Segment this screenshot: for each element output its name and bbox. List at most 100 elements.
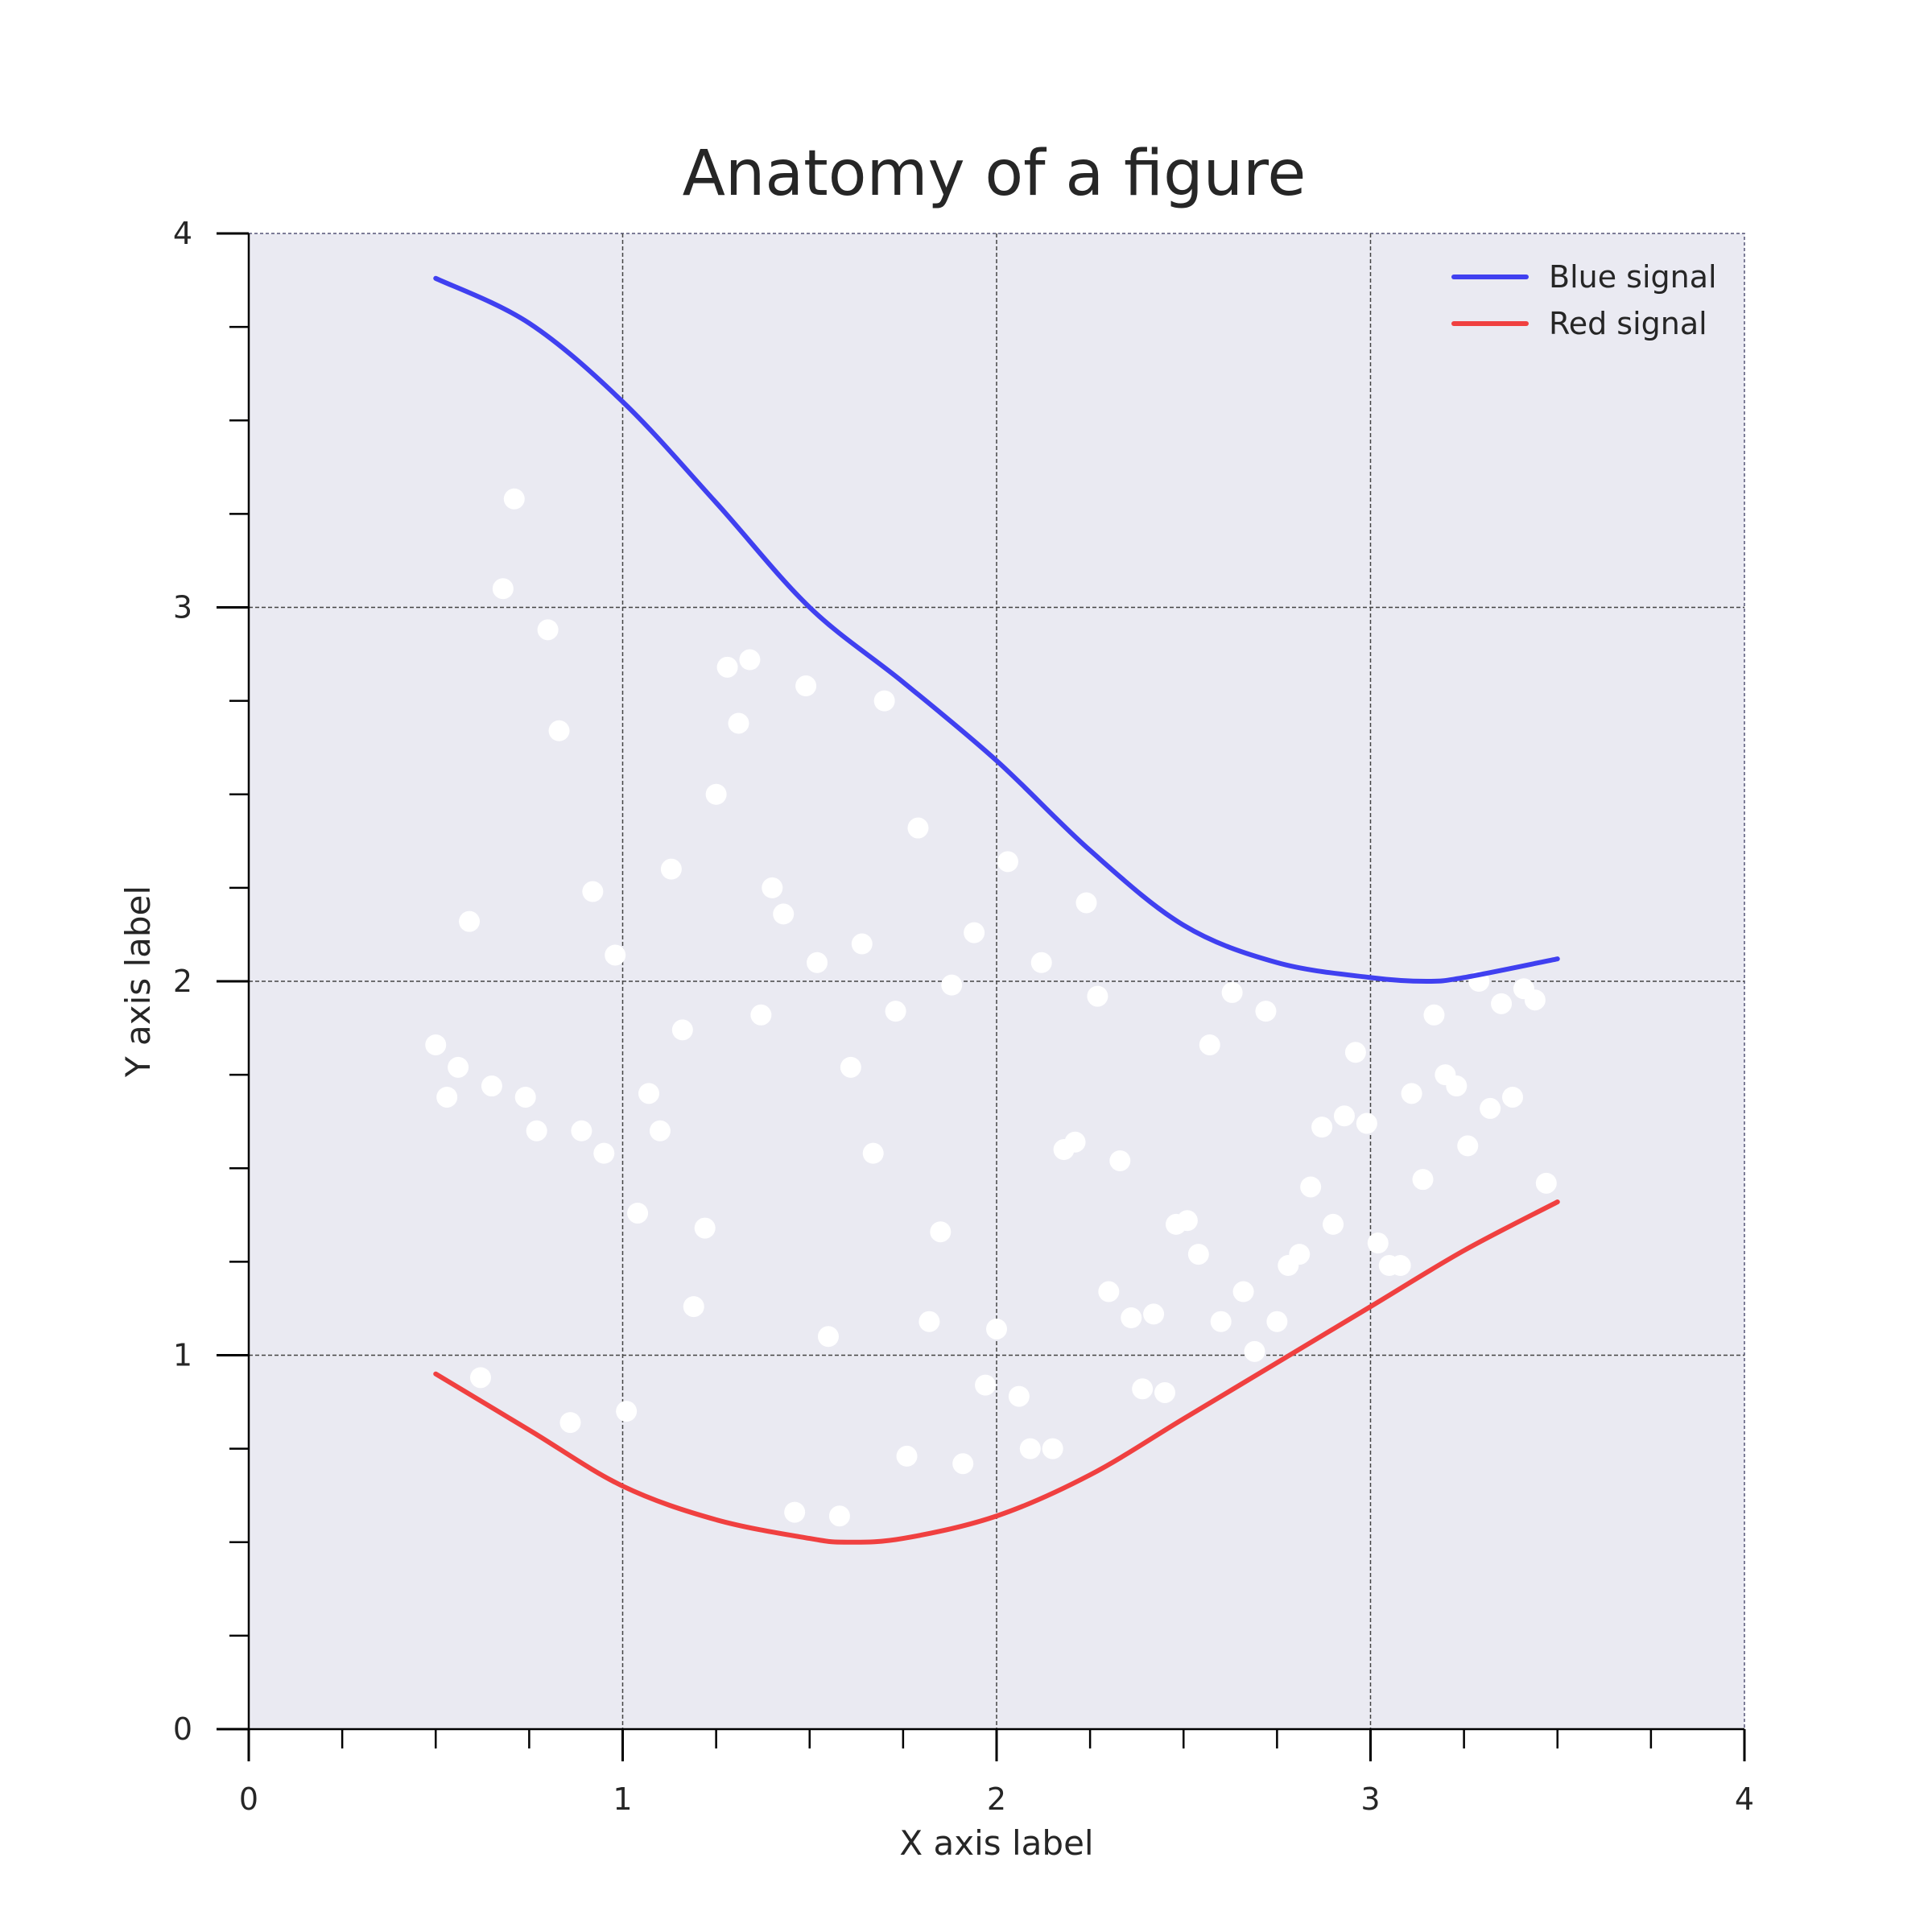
scatter-point bbox=[828, 1505, 850, 1527]
scatter-point bbox=[919, 1311, 940, 1332]
scatter-point bbox=[728, 712, 749, 734]
y-tick-label: 1 bbox=[173, 1338, 192, 1373]
scatter-point bbox=[526, 1120, 547, 1141]
scatter-point bbox=[817, 1326, 839, 1348]
line-series bbox=[433, 275, 1560, 1545]
scatter-point bbox=[448, 1056, 469, 1078]
series-line-red-signal bbox=[433, 1199, 1560, 1545]
scatter-point bbox=[1344, 1042, 1366, 1063]
x-tick-label: 1 bbox=[613, 1781, 632, 1817]
scatter-point bbox=[1221, 981, 1243, 1003]
scatter-point bbox=[1401, 1083, 1422, 1104]
x-tick-label: 4 bbox=[1735, 1781, 1754, 1817]
scatter-point bbox=[694, 1217, 716, 1239]
scatter-point bbox=[503, 488, 525, 510]
scatter-point bbox=[582, 881, 604, 902]
scatter-point bbox=[750, 1004, 772, 1026]
scatter-point bbox=[1412, 1169, 1434, 1191]
scatter-point bbox=[1333, 1105, 1355, 1127]
scatter-point bbox=[436, 1086, 458, 1108]
y-axis-label: Y axis label bbox=[118, 886, 158, 1078]
legend-label: Blue signal bbox=[1549, 259, 1717, 295]
scatter-point bbox=[1367, 1232, 1389, 1254]
scatter-point bbox=[1008, 1385, 1030, 1407]
scatter-point bbox=[862, 1142, 884, 1164]
scatter-point bbox=[1176, 1210, 1198, 1232]
scatter-series bbox=[425, 488, 1557, 1527]
scatter-point bbox=[1423, 1004, 1445, 1026]
scatter-point bbox=[739, 649, 761, 671]
scatter-point bbox=[649, 1120, 671, 1141]
scatter-point bbox=[941, 974, 963, 996]
x-tick-label: 0 bbox=[239, 1781, 258, 1817]
scatter-point bbox=[1109, 1150, 1131, 1171]
scatter-point bbox=[795, 675, 817, 697]
scatter-point bbox=[840, 1056, 861, 1078]
scatter-point bbox=[1446, 1075, 1468, 1097]
scatter-point bbox=[716, 656, 738, 678]
scatter-point bbox=[1502, 1086, 1524, 1108]
x-axis-label: X axis label bbox=[899, 1823, 1093, 1863]
y-tick-label: 3 bbox=[173, 590, 192, 625]
scatter-point bbox=[1457, 1135, 1479, 1157]
scatter-point bbox=[773, 903, 795, 925]
scatter-point bbox=[1232, 1281, 1254, 1302]
scatter-point bbox=[1524, 989, 1546, 1011]
scatter-point bbox=[1311, 1117, 1333, 1138]
scatter-point bbox=[1535, 1172, 1557, 1194]
scatter-point bbox=[885, 1001, 906, 1022]
scatter-point bbox=[1019, 1438, 1041, 1459]
scatter-point bbox=[907, 817, 929, 839]
scatter-point bbox=[571, 1120, 592, 1141]
scatter-point bbox=[1491, 993, 1513, 1014]
scatter-point bbox=[492, 578, 514, 600]
scatter-point bbox=[1042, 1438, 1063, 1459]
scatter-point bbox=[1244, 1340, 1265, 1362]
y-tick-label: 4 bbox=[173, 216, 192, 251]
scatter-point bbox=[1087, 985, 1108, 1007]
scatter-point bbox=[469, 1367, 491, 1389]
scatter-point bbox=[559, 1412, 581, 1434]
scatter-point bbox=[627, 1202, 649, 1224]
scatter-point bbox=[1210, 1311, 1232, 1332]
scatter-point bbox=[896, 1445, 918, 1467]
scatter-point bbox=[593, 1142, 615, 1164]
legend-label: Red signal bbox=[1549, 306, 1707, 341]
scatter-point bbox=[1030, 952, 1052, 973]
scatter-point bbox=[807, 952, 828, 973]
scatter-point bbox=[425, 1034, 447, 1055]
grid-lines bbox=[249, 233, 1744, 1729]
scatter-point bbox=[616, 1401, 638, 1422]
scatter-point bbox=[952, 1453, 974, 1475]
scatter-point bbox=[1356, 1113, 1377, 1134]
scatter-point bbox=[930, 1221, 952, 1243]
scatter-point bbox=[1300, 1176, 1322, 1198]
scatter-point bbox=[671, 1019, 693, 1041]
scatter-point bbox=[638, 1083, 660, 1104]
axes: 0 1 2 3 4 0 1 2 3 4 bbox=[173, 216, 1754, 1817]
scatter-point bbox=[660, 858, 682, 880]
scatter-point bbox=[1187, 1244, 1209, 1265]
y-tick-label: 2 bbox=[173, 964, 192, 999]
scatter-point bbox=[1255, 1001, 1277, 1022]
scatter-point bbox=[1121, 1307, 1142, 1329]
scatter-point bbox=[705, 783, 727, 805]
scatter-point bbox=[1289, 1244, 1311, 1265]
scatter-point bbox=[964, 922, 985, 943]
y-tick-label: 0 bbox=[173, 1711, 192, 1747]
scatter-point bbox=[762, 877, 783, 898]
scatter-point bbox=[1143, 1303, 1165, 1325]
scatter-point bbox=[1154, 1381, 1176, 1403]
scatter-point bbox=[459, 910, 481, 932]
scatter-point bbox=[784, 1501, 806, 1523]
scatter-point bbox=[605, 944, 626, 966]
scatter-point bbox=[1323, 1213, 1344, 1235]
legend: Blue signal Red signal bbox=[1451, 259, 1717, 341]
scatter-point bbox=[1075, 892, 1097, 914]
scatter-point bbox=[683, 1296, 704, 1318]
scatter-point bbox=[1064, 1131, 1086, 1153]
scatter-point bbox=[1266, 1311, 1288, 1332]
x-tick-label: 3 bbox=[1360, 1781, 1380, 1817]
scatter-point bbox=[1480, 1097, 1501, 1119]
